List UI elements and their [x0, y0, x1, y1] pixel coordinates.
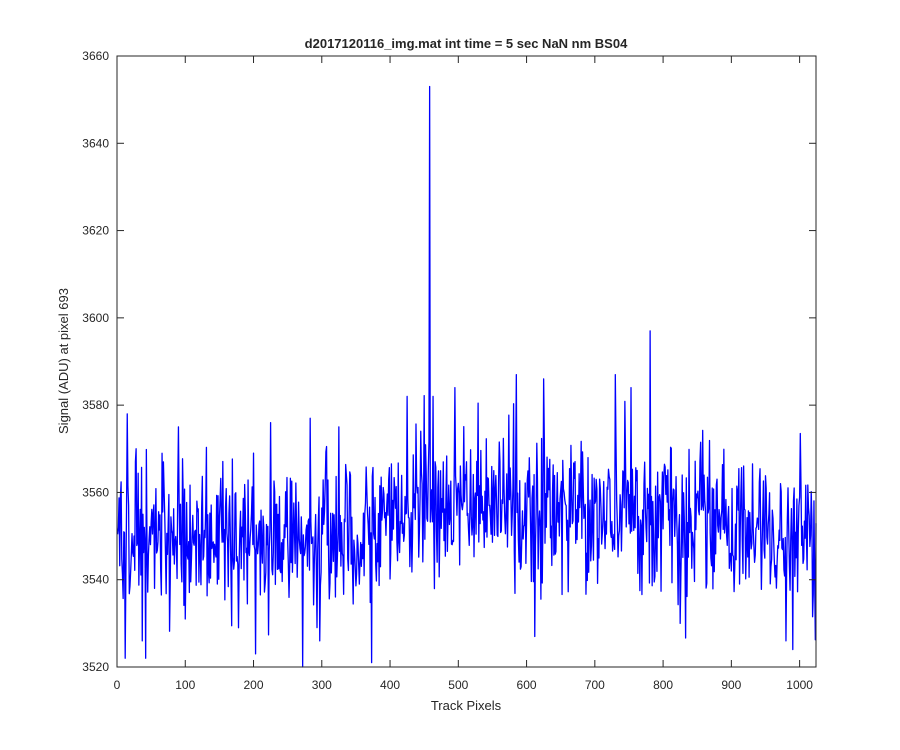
- x-tick-label: 500: [448, 678, 468, 692]
- series-group: [117, 85, 817, 668]
- x-tick-label: 600: [517, 678, 537, 692]
- y-tick-label: 3600: [82, 311, 109, 325]
- y-tick-label: 3620: [82, 224, 109, 238]
- x-tick-label: 0: [114, 678, 121, 692]
- axes-background: [117, 56, 816, 667]
- y-tick-label: 3560: [82, 485, 109, 499]
- x-tick-label: 100: [175, 678, 195, 692]
- y-axis-label: Signal (ADU) at pixel 693: [56, 288, 71, 434]
- x-tick-label: 700: [585, 678, 605, 692]
- y-tick-label: 3540: [82, 573, 109, 587]
- axes-box: [116, 55, 817, 668]
- x-tick-label: 200: [244, 678, 264, 692]
- x-tick-label: 800: [653, 678, 673, 692]
- plot-area: [117, 56, 816, 667]
- x-tick-label: 900: [721, 678, 741, 692]
- y-tick-label: 3640: [82, 136, 109, 150]
- y-tick-label: 3580: [82, 398, 109, 412]
- chart-title: d2017120116_img.mat int time = 5 sec NaN…: [305, 36, 628, 51]
- y-tick-label: 3660: [82, 49, 109, 63]
- x-axis-label: Track Pixels: [431, 698, 502, 713]
- x-tick-label: 400: [380, 678, 400, 692]
- signal-series-line: [117, 85, 817, 668]
- y-tick-label: 3520: [82, 660, 109, 674]
- x-tick-label: 300: [312, 678, 332, 692]
- y-axis-ticks: 3520 3540 3560 3580 3600 3620 3640 3660: [82, 49, 816, 674]
- x-axis-ticks: 0 100 200 300 400 500 600 700 800 900 1000: [114, 56, 813, 692]
- x-tick-label: 1000: [786, 678, 813, 692]
